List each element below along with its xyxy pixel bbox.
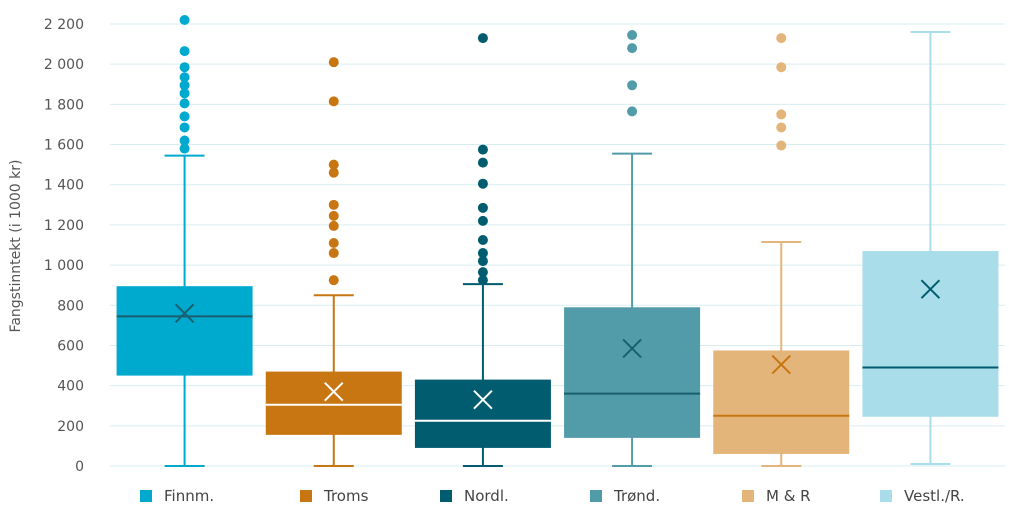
outlier-point: [627, 43, 638, 54]
outlier-point: [328, 96, 339, 107]
y-tick-label: 1 600: [44, 138, 84, 154]
outlier-point: [179, 111, 190, 122]
box-3: [414, 33, 551, 467]
outlier-point: [627, 106, 638, 117]
legend-swatch: [300, 490, 312, 502]
y-tick-label: 600: [57, 338, 84, 354]
legend-label: Troms: [323, 487, 369, 505]
outlier-point: [477, 157, 488, 168]
legend-item: Nordl.: [440, 487, 509, 505]
legend-swatch: [880, 490, 892, 502]
outlier-point: [477, 267, 488, 278]
y-tick-label: 800: [57, 298, 84, 314]
outlier-point: [328, 167, 339, 178]
y-tick-label: 1 000: [44, 258, 84, 274]
iqr-box: [414, 379, 551, 448]
outlier-point: [328, 199, 339, 210]
outlier-point: [776, 140, 787, 151]
outlier-point: [477, 178, 488, 189]
mean-marker: [473, 389, 493, 410]
legend-item: Vestl./R.: [880, 487, 965, 505]
outlier-point: [179, 98, 190, 109]
outlier-point: [477, 256, 488, 267]
outlier-point: [477, 202, 488, 213]
outlier-point: [627, 30, 638, 41]
outlier-point: [179, 14, 190, 25]
outlier-point: [477, 234, 488, 245]
legend-swatch: [590, 490, 602, 502]
y-tick-label: 2 200: [44, 17, 84, 33]
outlier-point: [477, 33, 488, 44]
y-axis-ticks: 0 200 400 600 800 1 000 1 200 1 400 1 600 1 800 2 …: [44, 17, 84, 475]
iqr-box: [564, 307, 701, 438]
iqr-box: [713, 350, 850, 454]
outlier-point: [328, 220, 339, 231]
y-tick-label: 400: [57, 379, 84, 395]
outlier-point: [179, 135, 190, 146]
legend-swatch: [440, 490, 452, 502]
iqr-box: [265, 371, 402, 435]
legend: Finnm. Troms Nordl. Trønd. M & R Vestl./R.: [140, 487, 965, 505]
outlier-point: [328, 159, 339, 170]
y-tick-label: 0: [75, 459, 84, 475]
outlier-point: [328, 57, 339, 68]
outlier-point: [179, 62, 190, 73]
legend-label: M & R: [766, 487, 811, 505]
outlier-point: [477, 144, 488, 155]
legend-label: Vestl./R.: [904, 487, 965, 505]
outlier-point: [179, 122, 190, 133]
y-tick-label: 200: [57, 419, 84, 435]
gridlines: [110, 23, 1005, 467]
y-axis-title: Fangstinntekt (i 1000 kr): [8, 160, 24, 333]
legend-swatch: [140, 490, 152, 502]
outlier-point: [328, 210, 339, 221]
outlier-point: [328, 275, 339, 286]
outlier-point: [776, 122, 787, 133]
y-tick-label: 1 200: [44, 218, 84, 234]
legend-swatch: [742, 490, 754, 502]
mean-marker: [920, 279, 941, 299]
outlier-point: [328, 237, 339, 248]
outlier-point: [328, 248, 339, 259]
box-1: [116, 14, 253, 467]
legend-label: Trønd.: [613, 487, 660, 505]
legend-item: Finnm.: [140, 487, 214, 505]
y-tick-label: 2 000: [44, 57, 84, 73]
box-6: [862, 31, 999, 465]
legend-label: Nordl.: [464, 487, 509, 505]
outlier-point: [627, 80, 638, 91]
box-2: [265, 57, 402, 467]
outlier-point: [179, 72, 190, 83]
y-tick-label: 1 800: [44, 97, 84, 113]
legend-item: Trønd.: [590, 487, 660, 505]
outlier-point: [179, 46, 190, 57]
outlier-point: [477, 275, 488, 286]
outlier-point: [179, 143, 190, 154]
mean-marker: [324, 381, 344, 402]
legend-item: M & R: [742, 487, 811, 505]
mean-marker: [174, 303, 195, 324]
box-5: [713, 33, 850, 467]
outlier-point: [776, 62, 787, 73]
outlier-point: [477, 215, 488, 226]
outlier-point: [477, 248, 488, 259]
box-4: [564, 30, 701, 467]
mean-marker: [771, 354, 791, 375]
mean-marker: [622, 338, 642, 359]
iqr-box: [862, 251, 999, 417]
outlier-point: [776, 33, 787, 44]
outlier-point: [179, 88, 190, 99]
outlier-point: [179, 80, 190, 91]
outlier-point: [776, 109, 787, 120]
legend-label: Finnm.: [164, 487, 214, 505]
box-series: [116, 14, 999, 467]
y-tick-label: 1 400: [44, 178, 84, 194]
legend-item: Troms: [300, 487, 369, 505]
iqr-box: [116, 286, 253, 376]
